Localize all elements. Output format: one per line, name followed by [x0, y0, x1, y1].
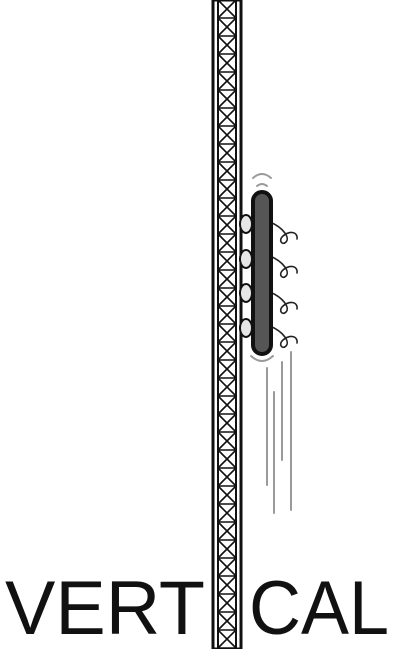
word-left: VERT [5, 566, 205, 649]
lattice-tower-icon [211, 0, 243, 649]
motion-line-icon [266, 351, 292, 514]
paddle-capsule-icon [251, 190, 273, 356]
word-right: CAL [249, 566, 389, 649]
swirl-icon [269, 221, 298, 349]
motion-arc-icon [250, 173, 274, 362]
